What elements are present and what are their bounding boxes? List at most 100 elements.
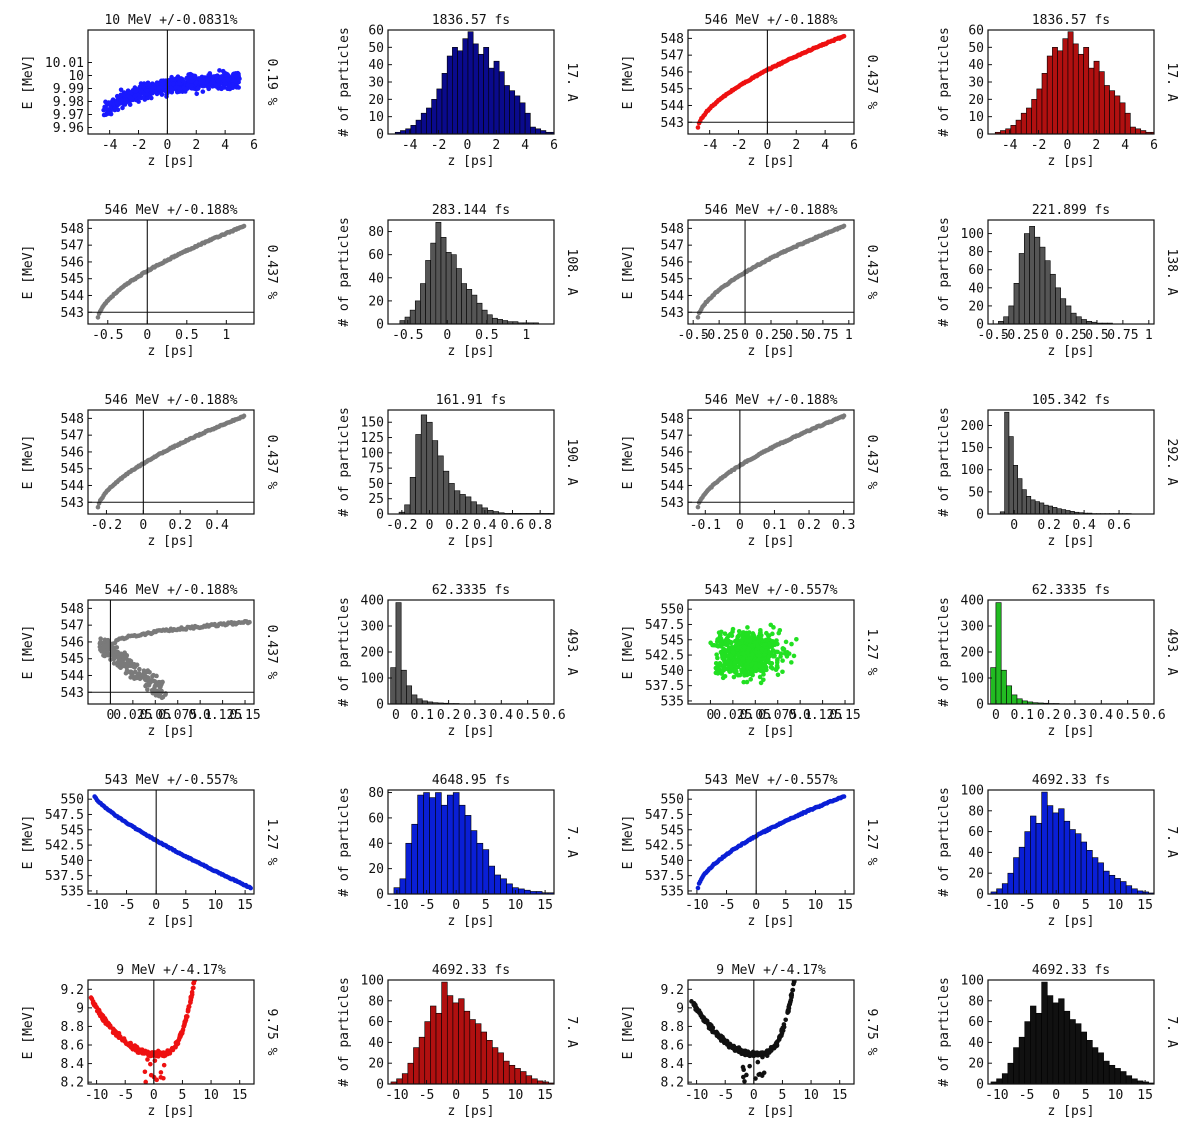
plot-area: [696, 413, 847, 509]
x-axis-label: z [ps]: [148, 534, 195, 549]
scatter-point: [90, 997, 95, 1002]
histogram-bar: [436, 1013, 442, 1084]
scatter-point: [166, 1050, 171, 1055]
y-tick-label: 0: [976, 128, 984, 143]
x-axis-label: z [ps]: [748, 1104, 795, 1119]
histogram-bar: [1099, 72, 1104, 134]
x-tick-label: 0: [452, 898, 460, 913]
scatter-point: [754, 640, 759, 645]
y-tick-label: 535: [61, 884, 84, 899]
y-tick-label: 300: [961, 620, 984, 635]
histogram-bar: [1005, 412, 1009, 514]
y-tick-label: 544: [661, 99, 685, 114]
scatter-point: [738, 673, 743, 678]
scatter-point: [138, 1049, 143, 1054]
scatter-point: [222, 79, 227, 84]
y-tick-label: 547: [61, 239, 84, 254]
scatter-point: [774, 638, 779, 643]
y-tick-label: 9: [76, 1001, 84, 1016]
x-tick-label: 0.6: [501, 518, 524, 533]
scatter-point: [766, 1049, 771, 1054]
scatter-point: [191, 986, 196, 991]
plot-area: [1000, 412, 1131, 514]
histogram-bar: [1104, 1061, 1110, 1084]
x-tick-label: 1: [1145, 328, 1153, 343]
scatter-point: [767, 642, 772, 647]
y-tick-label: 80: [368, 225, 384, 240]
scatter-point: [145, 88, 150, 93]
y-tick-label: 20: [968, 93, 984, 108]
scatter-point: [747, 630, 752, 635]
x-tick-label: 5: [482, 898, 490, 913]
scatter-point: [777, 1034, 782, 1039]
x-tick-label: 0.2: [445, 518, 468, 533]
scatter-point: [747, 1064, 752, 1069]
x-tick-label: -10: [385, 1088, 408, 1103]
x-tick-label: 10: [1108, 1088, 1124, 1103]
y-axis-label: E [MeV]: [21, 245, 36, 300]
scatter-point: [794, 637, 799, 642]
histogram-bar: [1042, 982, 1048, 1084]
y-tick-label: 544: [61, 289, 85, 304]
histogram-bar: [1061, 510, 1065, 514]
histogram-bar: [507, 884, 513, 894]
y-tick-label: 546: [661, 445, 684, 460]
histogram-bar: [418, 795, 424, 894]
histogram-bar: [1132, 889, 1138, 894]
x-tick-label: -5: [117, 1088, 133, 1103]
y-tick-label: 8.2: [61, 1076, 84, 1091]
histogram-bar: [1008, 873, 1014, 894]
histogram-bar: [1036, 823, 1042, 894]
chart-title: 4692.33 fs: [432, 963, 510, 978]
histogram-bar: [1104, 85, 1109, 134]
x-tick-label: 10: [208, 898, 224, 913]
x-tick-label: 10: [1108, 898, 1124, 913]
histogram-bar: [397, 1079, 403, 1084]
scatter-point: [159, 1070, 164, 1075]
y-tick-label: 546: [61, 445, 84, 460]
y-tick-label: 545: [61, 272, 84, 287]
histogram-bar: [411, 125, 416, 134]
plot-area: [92, 794, 253, 890]
histogram-bar: [1040, 503, 1044, 514]
histogram-bar: [452, 47, 457, 134]
x-tick-label: 0: [750, 1088, 758, 1103]
right-axis-label: 9.75 %: [264, 1009, 279, 1056]
histogram-bar: [1030, 816, 1036, 894]
chart-title: 1836.57 fs: [432, 13, 510, 28]
scatter-point: [775, 658, 780, 663]
histogram-bar: [1115, 96, 1120, 134]
histogram-bar: [477, 843, 483, 894]
histogram-bar: [1130, 127, 1135, 134]
y-tick-label: 80: [368, 786, 384, 801]
y-tick-label: 9.2: [661, 983, 684, 998]
scatter-point: [171, 81, 176, 86]
scatter-point: [782, 647, 787, 652]
histogram-bar: [1087, 1040, 1093, 1084]
histogram-bar: [396, 603, 401, 704]
histogram-bar: [1094, 61, 1099, 134]
y-tick-label: 100: [961, 974, 984, 989]
scatter-point: [776, 672, 781, 677]
scatter-point: [123, 661, 128, 666]
x-tick-label: 15: [537, 1088, 553, 1103]
scatter-point: [842, 34, 847, 39]
histogram-bar: [435, 793, 441, 894]
histogram-bar: [997, 1079, 1003, 1084]
scatter-point: [178, 1034, 183, 1039]
right-axis-label: 7. A: [1164, 1016, 1179, 1047]
y-tick-label: 40: [968, 58, 984, 73]
histogram-bar: [460, 494, 466, 514]
histogram-bar: [1045, 261, 1050, 324]
x-axis-label: z [ps]: [448, 1104, 495, 1119]
y-tick-label: 20: [368, 294, 384, 309]
chart-title: 543 MeV +/-0.557%: [104, 773, 237, 788]
histogram-bar: [447, 996, 453, 1084]
